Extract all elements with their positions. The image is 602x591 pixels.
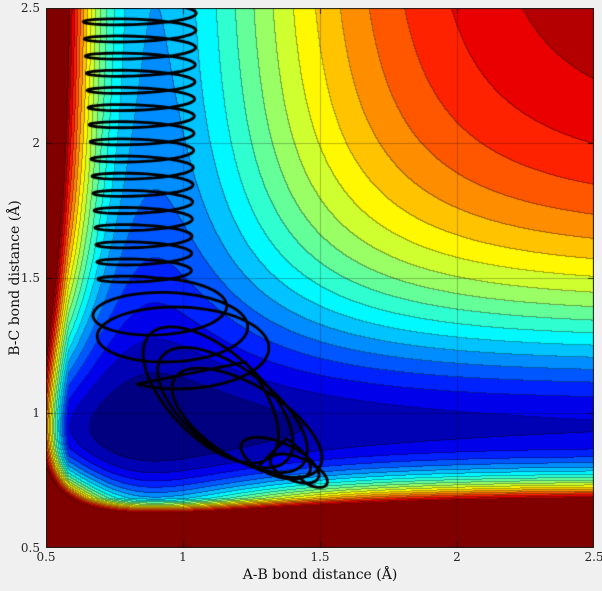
- y-tick-label: 1: [32, 406, 40, 420]
- x-tick-label: 1.5: [310, 550, 330, 564]
- y-tick-label: 1.5: [20, 271, 40, 285]
- x-tick-label: 0.5: [36, 550, 56, 564]
- y-tick-label: 2.5: [20, 1, 40, 15]
- contour-plot-canvas: [46, 8, 594, 548]
- x-axis-label: A-B bond distance (Å): [242, 567, 398, 583]
- x-tick-label: 2: [453, 550, 461, 564]
- y-tick-label: 2: [32, 136, 40, 150]
- x-tick-label: 1: [179, 550, 187, 564]
- y-tick-label: 0.5: [20, 541, 40, 555]
- plot-area: [46, 8, 594, 548]
- x-tick-label: 2.5: [584, 550, 602, 564]
